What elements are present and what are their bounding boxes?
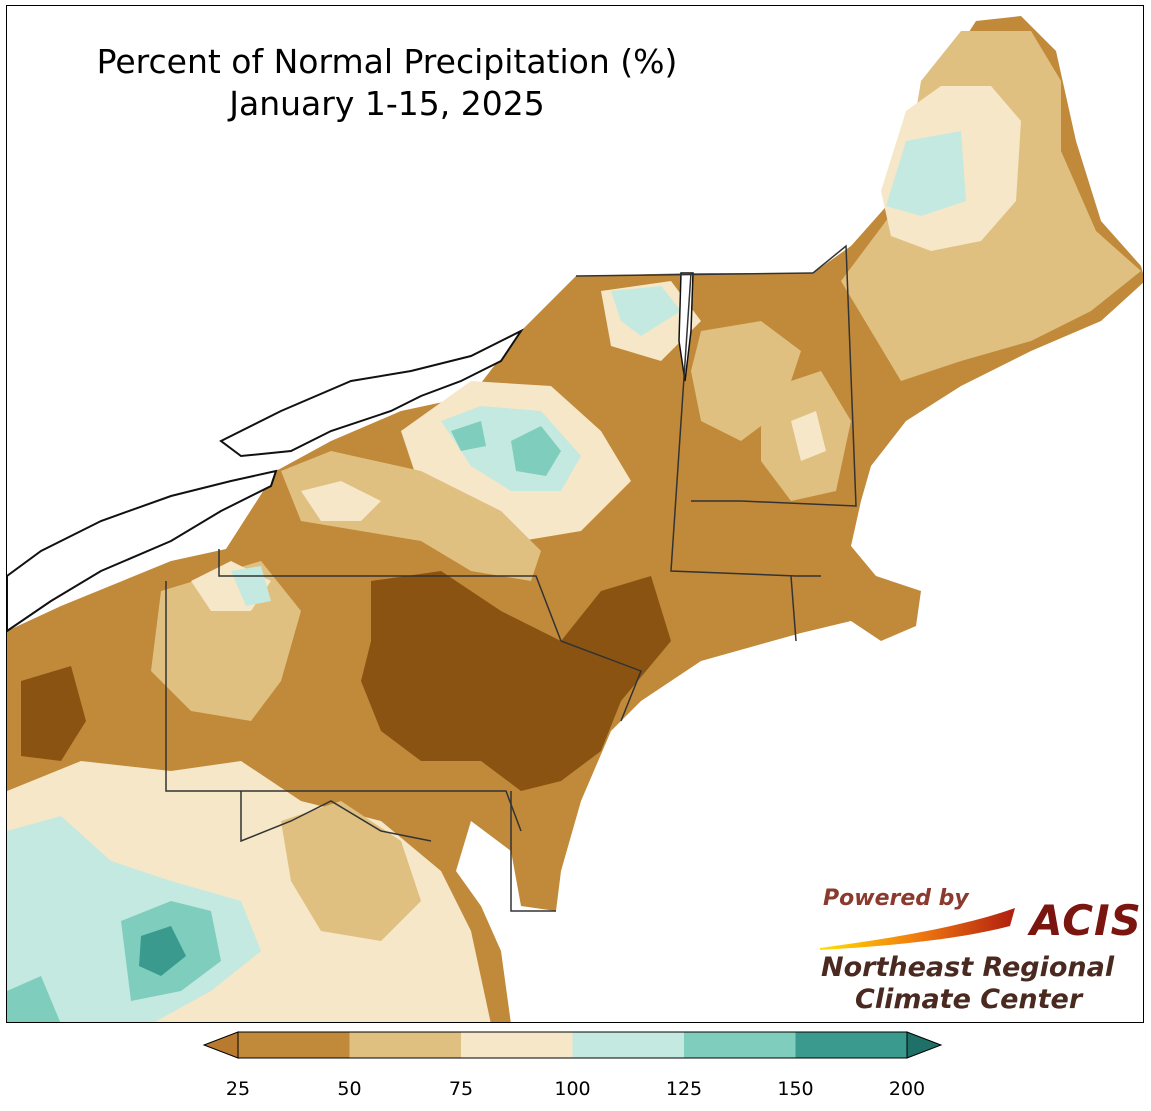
region-125-150	[7, 976, 61, 1022]
colorbar-swatch	[572, 1032, 684, 1058]
region-100-125	[611, 286, 681, 336]
colorbar-tick-label: 100	[554, 1078, 591, 1100]
colorbar-swatch	[684, 1032, 796, 1058]
region-50-75	[281, 801, 421, 941]
region-25-50	[21, 666, 86, 761]
map-frame: Percent of Normal Precipitation (%) Janu…	[6, 5, 1144, 1023]
lake-erie	[7, 469, 278, 633]
colorbar-tick-label: 150	[777, 1078, 814, 1100]
acis-logo-text: ACIS	[1030, 896, 1142, 945]
powered-by-text: Powered by	[823, 886, 969, 911]
region-125-150	[451, 421, 486, 451]
org-name-line2: Climate Center	[855, 984, 1083, 1015]
colorbar-swatch	[461, 1032, 573, 1058]
state-borders	[165, 244, 857, 912]
colorbar-tick-label: 125	[665, 1078, 703, 1100]
acis-swoosh-icon	[820, 908, 1015, 950]
region-75-100	[791, 411, 826, 461]
org-name-line1: Northeast Regional	[821, 952, 1115, 983]
colorbar-tick-label: 200	[888, 1078, 926, 1100]
map-subtitle: January 1-15, 2025	[229, 84, 545, 123]
colorbar-swatch	[795, 1032, 907, 1058]
colorbar-extend-low	[202, 1031, 239, 1059]
colorbar-swatch	[238, 1032, 350, 1058]
map-title: Percent of Normal Precipitation (%)	[96, 42, 678, 81]
colorbar-extend-high	[906, 1031, 943, 1059]
colorbar-tick-label: 50	[337, 1078, 362, 1100]
region-100-125	[886, 131, 966, 216]
region-75-100	[301, 481, 381, 521]
atlantic-ocean	[521, 304, 1143, 1022]
precipitation-map	[7, 16, 1143, 1022]
colorbar-swatches	[202, 1031, 943, 1059]
region-125-150	[511, 426, 561, 476]
colorbar-tick-label: 25	[225, 1078, 251, 1100]
acis-nrcc-logo: Powered by ACIS Northeast Regional Clima…	[815, 886, 1141, 1016]
region-150-200	[139, 926, 186, 976]
colorbar-swatch	[349, 1032, 461, 1058]
colorbar-outline	[237, 1031, 908, 1059]
colorbar-legend: 25 50 75 100 125 150 200	[200, 1028, 945, 1108]
region-25-50	[361, 571, 671, 791]
colorbar-tick-label: 75	[448, 1078, 474, 1100]
lake-ontario	[219, 328, 524, 458]
